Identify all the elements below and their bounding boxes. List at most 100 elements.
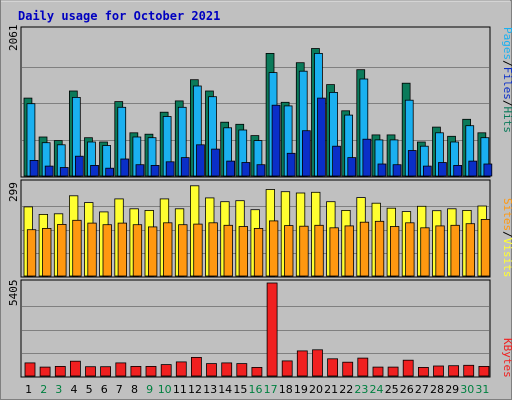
sites-bar-day-30: [465, 223, 476, 277]
pages-bar-day-10: [165, 161, 175, 177]
pages-bar-day-11: [180, 157, 190, 177]
pages-bar-day-6: [105, 167, 114, 177]
sites-bar-day-9: [147, 226, 158, 277]
pages-bar-day-23: [362, 138, 372, 177]
kbytes-bar-day-28: [433, 365, 444, 377]
kbytes-panel-bars: [24, 282, 490, 377]
sites-bar-day-17: [268, 220, 279, 277]
pages-bar-day-20: [317, 97, 326, 177]
day-label-6: 6: [101, 383, 108, 396]
day-label-9: 9: [146, 383, 153, 396]
day-label-26: 26: [400, 383, 414, 396]
legend-separator: /: [501, 60, 512, 67]
pages-bar-day-27: [422, 165, 432, 177]
pages-bar-day-17: [271, 104, 281, 177]
sites-bar-day-10: [163, 222, 173, 277]
pages-bar-day-9: [150, 164, 160, 177]
day-label-3: 3: [55, 383, 62, 396]
legend-hits: Hits: [501, 107, 512, 134]
day-label-1: 1: [25, 383, 32, 396]
kbytes-bar-day-18: [281, 360, 293, 377]
day-label-13: 13: [203, 383, 217, 396]
sites-bar-day-12: [193, 223, 203, 277]
hits-panel-ymax-label: 2061: [7, 25, 20, 52]
pages-bar-day-5: [90, 164, 99, 177]
sites-bar-day-26: [405, 222, 415, 277]
visits-sites-panel: 299 Sites/Visits: [7, 179, 512, 278]
day-label-29: 29: [445, 383, 459, 396]
day-label-18: 18: [279, 383, 293, 396]
pages-bar-day-12: [196, 144, 205, 177]
sites-bar-day-14: [223, 224, 233, 277]
legend-visits: Visits: [501, 238, 512, 278]
kbytes-bar-day-2: [39, 366, 51, 377]
kbytes-bar-day-12: [190, 356, 202, 377]
sites-bar-day-23: [359, 221, 370, 277]
sites-bar-day-4: [72, 219, 82, 277]
legend-separator: /: [501, 231, 512, 238]
sites-bar-day-11: [178, 224, 188, 277]
day-label-21: 21: [324, 383, 338, 396]
kbytes-bar-day-4: [70, 360, 81, 377]
visits-panel-legend: Sites/Visits: [501, 198, 512, 278]
sites-bar-day-16: [253, 227, 264, 277]
sites-bar-day-25: [389, 226, 400, 277]
kbytes-panel-gridlines: [22, 306, 489, 354]
pages-bar-day-2: [44, 165, 54, 177]
kbytes-bar-day-30: [463, 364, 475, 377]
pages-bar-day-18: [286, 152, 296, 177]
pages-bar-day-25: [392, 164, 402, 177]
kbytes-bar-day-21: [327, 358, 339, 377]
sites-bar-day-19: [299, 225, 309, 277]
day-label-15: 15: [233, 383, 247, 396]
kbytes-bar-day-14: [221, 362, 233, 377]
pages-bar-day-19: [301, 130, 311, 177]
kbytes-bar-day-15: [236, 363, 248, 377]
day-label-16: 16: [249, 383, 263, 396]
day-label-20: 20: [309, 383, 323, 396]
sites-bar-day-24: [374, 220, 385, 277]
sites-bar-day-15: [238, 226, 249, 277]
kbytes-bar-day-5: [85, 366, 96, 377]
sites-bar-day-29: [450, 224, 460, 277]
sites-bar-day-20: [314, 224, 324, 277]
day-label-31: 31: [475, 383, 489, 396]
kbytes-bar-day-3: [54, 365, 66, 377]
kbytes-bar-day-27: [417, 366, 429, 377]
kbytes-panel-legend: KBytes: [501, 338, 512, 378]
kbytes-bar-day-8: [130, 365, 142, 377]
day-label-23: 23: [354, 383, 368, 396]
kbytes-bar-day-11: [175, 361, 187, 377]
visits-panel-bars: [23, 185, 491, 277]
sites-bar-day-1: [26, 229, 37, 277]
legend-files: Files: [501, 67, 512, 100]
legend-kbytes: KBytes: [501, 338, 512, 378]
sites-bar-day-3: [57, 223, 67, 277]
visits-panel-ymax-label: 299: [7, 182, 20, 202]
day-label-17: 17: [264, 383, 278, 396]
legend-sites: Sites: [501, 198, 512, 231]
day-label-25: 25: [385, 383, 399, 396]
kbytes-bar-day-20: [312, 349, 323, 377]
pages-bar-day-14: [226, 160, 235, 177]
sites-bar-day-21: [329, 227, 339, 277]
pages-bar-day-24: [377, 163, 387, 177]
day-labels: 1 2 3 4 5 6 7 8 9 10 11 12 13 14 15 16 17 18 19 20 21 22 23 24 2…: [25, 383, 489, 396]
kbytes-bar-day-13: [206, 363, 217, 377]
kbytes-bar-day-17: [266, 282, 278, 377]
kbytes-bar-day-24: [372, 366, 384, 377]
day-label-22: 22: [339, 383, 353, 396]
pages-bar-day-30: [468, 160, 478, 177]
kbytes-bar-day-22: [342, 361, 354, 377]
pages-bar-day-7: [120, 158, 130, 177]
legend-pages: Pages: [501, 27, 512, 60]
pages-bar-day-16: [256, 164, 266, 177]
kbytes-bar-day-23: [357, 357, 369, 377]
day-label-14: 14: [218, 383, 232, 396]
pages-bar-day-29: [453, 164, 463, 177]
day-label-11: 11: [173, 383, 187, 396]
day-label-2: 2: [40, 383, 47, 396]
sites-bar-day-22: [344, 225, 354, 277]
day-label-10: 10: [158, 383, 172, 396]
